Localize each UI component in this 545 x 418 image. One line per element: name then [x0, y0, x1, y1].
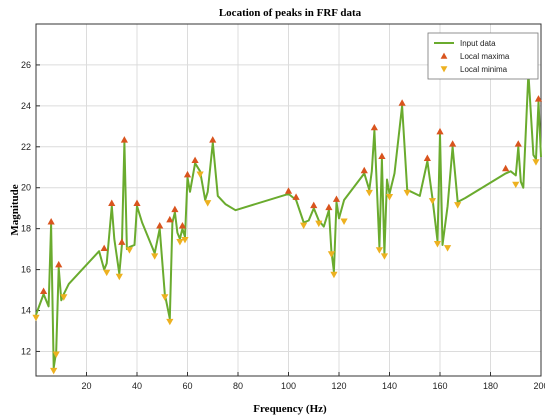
input-data-line [35, 72, 542, 369]
y-tick-label: 22 [21, 142, 31, 152]
local-minimum-marker [32, 314, 40, 322]
local-maximum-marker [183, 170, 192, 178]
local-maximum-marker [423, 154, 431, 161]
local-maximum-marker [191, 156, 199, 164]
local-minimum-marker [204, 200, 212, 207]
y-axis-label: Magnitude [9, 184, 21, 235]
local-minimum-marker [428, 198, 437, 205]
axes: 20 40 60 80 100 120 140 160 180 200 12 14 16 18 20 22 24… [21, 23, 545, 391]
x-tick-label: 140 [382, 381, 397, 391]
x-tick-label: 100 [281, 381, 296, 391]
local-maximum-marker [436, 127, 444, 135]
local-minimum-marker [176, 239, 184, 246]
legend-entry-label: Local minima [460, 65, 508, 74]
local-maximum-marker [534, 95, 543, 102]
local-maximum-marker [55, 260, 63, 268]
local-minimum-marker [380, 253, 389, 260]
x-tick-label: 200 [533, 381, 545, 391]
local-maximum-marker [108, 199, 116, 207]
local-minimum-marker [166, 318, 174, 326]
y-tick-label: 14 [21, 306, 31, 316]
local-minimum-marker [340, 218, 348, 226]
series-lines [35, 72, 542, 369]
local-maximum-marker [332, 195, 341, 202]
local-maximum-marker [209, 136, 217, 143]
local-minimum-marker [151, 253, 159, 260]
local-maximum-marker [360, 166, 368, 174]
local-minimum-marker [196, 171, 204, 178]
local-minimum-marker [315, 220, 323, 228]
local-maximum-marker [310, 201, 318, 209]
local-maximum-marker [171, 205, 179, 213]
x-tick-label: 120 [331, 381, 346, 391]
local-minimum-marker [385, 193, 394, 201]
y-tick-label: 16 [21, 265, 31, 275]
legend-minima-swatch [440, 66, 448, 73]
y-tick-label: 26 [21, 60, 31, 70]
y-tick-label: 20 [21, 183, 31, 193]
x-axis-label: Frequency (Hz) [253, 403, 327, 415]
local-minimum-marker [161, 294, 169, 301]
local-maximum-marker [39, 287, 48, 295]
local-minimum-marker [512, 181, 520, 189]
local-maximum-marker [502, 164, 510, 172]
local-minimum-marker [403, 189, 411, 197]
series-markers [32, 66, 543, 375]
legend-box [427, 32, 539, 80]
x-tick-label: 180 [483, 381, 498, 391]
local-maximum-marker [118, 238, 126, 245]
legend-maxima-swatch [440, 52, 448, 59]
local-minimum-marker [532, 159, 540, 166]
local-maximum-marker [100, 244, 108, 252]
local-maximum-marker [284, 187, 293, 194]
local-maximum-marker [166, 215, 174, 223]
local-maximum-marker [120, 136, 128, 143]
local-minimum-marker [60, 294, 68, 301]
x-tick-label: 80 [233, 381, 243, 391]
y-tick-label: 24 [21, 101, 31, 111]
x-tick-label: 160 [432, 381, 447, 391]
local-minimum-marker [327, 251, 336, 258]
local-minimum-marker [115, 273, 123, 281]
y-tick-label: 18 [21, 224, 31, 234]
local-maximum-marker [370, 123, 378, 131]
plot-frame [35, 23, 542, 377]
legend-entry-label: Input data [460, 39, 496, 48]
legend-entry-label: Local maxima [460, 52, 510, 61]
local-maximum-marker [156, 222, 164, 229]
local-maximum-marker [292, 193, 300, 200]
local-minimum-marker [454, 202, 462, 209]
x-tick-label: 40 [132, 381, 142, 391]
local-maximum-marker [378, 152, 386, 159]
local-maximum-marker [47, 217, 55, 225]
local-maximum-marker [514, 140, 522, 147]
local-maximum-marker [325, 203, 333, 211]
local-minimum-marker [365, 189, 373, 197]
x-tick-label: 20 [81, 381, 91, 391]
local-maximum-marker [449, 140, 457, 147]
local-minimum-marker [375, 247, 383, 254]
local-minimum-marker [300, 222, 308, 230]
chart-title: Location of peaks in FRF data [219, 7, 362, 19]
local-minimum-marker [52, 351, 60, 359]
y-tick-label: 12 [21, 346, 31, 356]
local-maximum-marker [178, 222, 187, 229]
local-minimum-marker [125, 247, 134, 254]
local-minimum-marker [433, 241, 442, 248]
local-maximum-marker [398, 99, 406, 106]
x-tick-label: 60 [182, 381, 192, 391]
local-minimum-marker [181, 236, 189, 244]
legend: Input data Local maxima Local minima [427, 32, 539, 80]
local-minimum-marker [330, 271, 338, 279]
local-minimum-marker [103, 269, 111, 277]
local-minimum-marker [50, 367, 58, 375]
local-minimum-marker [443, 245, 452, 252]
local-maximum-marker [133, 199, 141, 207]
